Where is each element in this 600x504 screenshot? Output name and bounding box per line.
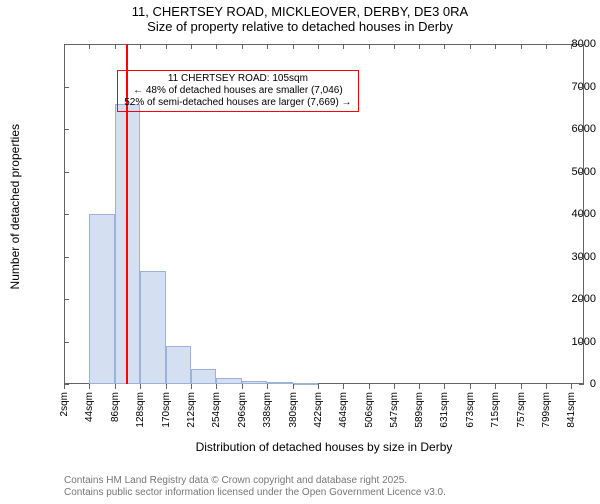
xtick-label: 296sqm <box>237 392 248 428</box>
xtick-label: 673sqm <box>465 392 476 428</box>
annotation-line2: ← 48% of detached houses are smaller (7,… <box>124 85 351 97</box>
ytick-label: 2000 <box>538 293 596 305</box>
xtick-label: 464sqm <box>338 392 349 428</box>
xtick-label: 757sqm <box>516 392 527 428</box>
xtick-label: 254sqm <box>211 392 222 428</box>
xtick-label: 380sqm <box>288 392 299 428</box>
xtick-label: 799sqm <box>541 392 552 428</box>
ytick-label: 6000 <box>538 123 596 135</box>
footer-attribution-2: Contains public sector information licen… <box>64 487 446 498</box>
histogram-bar <box>267 382 292 384</box>
xtick-label: 422sqm <box>313 392 324 428</box>
histogram-bar <box>140 271 165 384</box>
ytick-label: 4000 <box>538 208 596 220</box>
xtick-label: 128sqm <box>135 392 146 428</box>
xtick-label: 715sqm <box>490 392 501 428</box>
ytick-label: 5000 <box>538 166 596 178</box>
xtick-label: 589sqm <box>414 392 425 428</box>
y-axis-label: Number of detached properties <box>8 124 22 289</box>
annotation-line3: 52% of semi-detached houses are larger (… <box>124 97 351 109</box>
annotation-line1: 11 CHERTSEY ROAD: 105sqm <box>124 73 351 85</box>
ytick-label: 7000 <box>538 81 596 93</box>
annotation-box: 11 CHERTSEY ROAD: 105sqm← 48% of detache… <box>117 70 358 112</box>
xtick-label: 338sqm <box>262 392 273 428</box>
xtick-label: 44sqm <box>84 392 95 422</box>
histogram-bar <box>89 214 114 384</box>
x-axis-label: Distribution of detached houses by size … <box>64 440 584 454</box>
histogram-bar <box>191 369 216 384</box>
chart-title-line2: Size of property relative to detached ho… <box>0 19 600 34</box>
xtick-label: 631sqm <box>439 392 450 428</box>
xtick-label: 170sqm <box>161 392 172 428</box>
xtick-label: 2sqm <box>59 392 70 416</box>
xtick-label: 506sqm <box>364 392 375 428</box>
ytick-label: 3000 <box>538 251 596 263</box>
histogram-bar <box>216 378 241 384</box>
histogram-bar <box>293 383 318 385</box>
xtick-label: 841sqm <box>566 392 577 428</box>
chart-title-line1: 11, CHERTSEY ROAD, MICKLEOVER, DERBY, DE… <box>0 4 600 19</box>
xtick-label: 86sqm <box>110 392 121 422</box>
histogram-bar <box>166 346 191 384</box>
histogram-bar <box>242 381 267 384</box>
footer-attribution-1: Contains HM Land Registry data © Crown c… <box>64 475 407 486</box>
xtick-label: 212sqm <box>186 392 197 428</box>
xtick-label: 547sqm <box>389 392 400 428</box>
ytick-label: 1000 <box>538 336 596 348</box>
